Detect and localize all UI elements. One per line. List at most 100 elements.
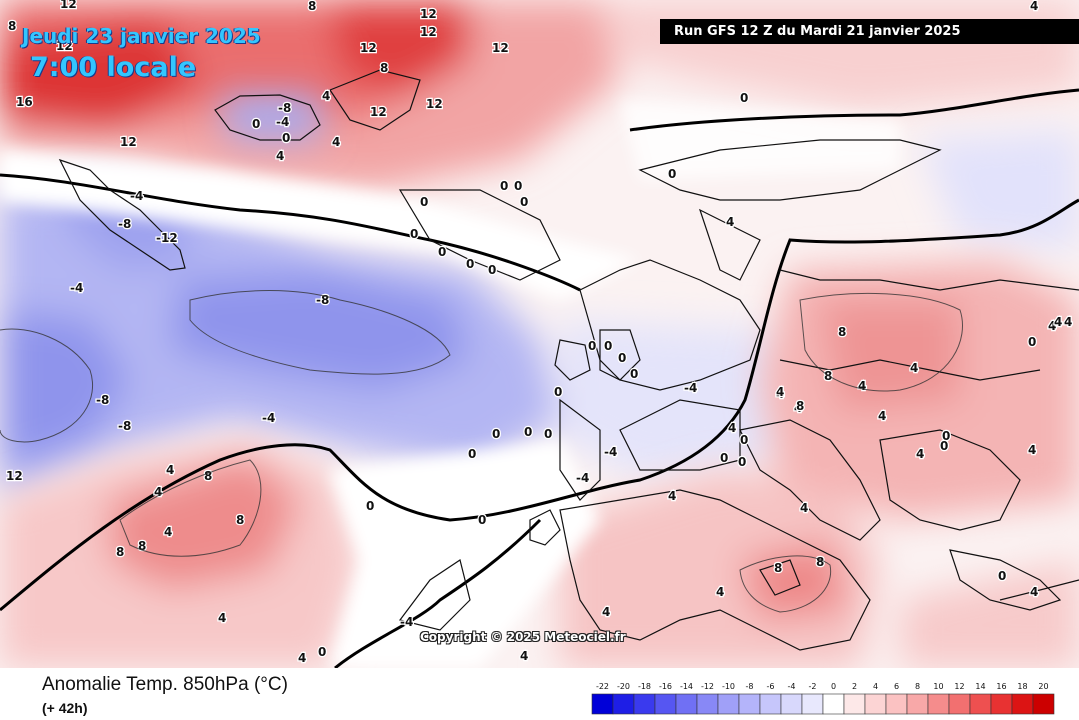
contour-value-label: 0: [668, 167, 676, 181]
legend-tick-label: 0: [831, 682, 836, 691]
contour-value-label: 4: [1030, 0, 1038, 13]
contour-value-label: 4: [298, 651, 306, 665]
contour-value-label: 12: [420, 7, 437, 21]
contour-value-label: 8: [308, 0, 316, 13]
contour-value-label: 0: [588, 339, 596, 353]
contour-value-label: 12: [120, 135, 137, 149]
legend-tick-label: -16: [659, 682, 672, 691]
contour-value-label: 4: [728, 421, 736, 435]
legend-tick-label: 4: [873, 682, 878, 691]
contour-value-label: 8: [116, 545, 124, 559]
contour-value-label: 0: [366, 499, 374, 513]
contour-value-label: 4: [1048, 319, 1056, 333]
legend-color-swatch: [612, 693, 635, 715]
contour-value-label: 0: [492, 427, 500, 441]
legend-tick-label: 6: [894, 682, 899, 691]
legend-tick-label: -4: [788, 682, 796, 691]
contour-value-label: 16: [16, 95, 33, 109]
legend-color-swatch: [591, 693, 614, 715]
copyright-notice: Copyright © 2025 Meteociel.fr: [420, 630, 626, 644]
contour-value-label: 4: [716, 585, 724, 599]
contour-value-label: 0: [468, 447, 476, 461]
color-scale-legend: -22 -20 -18 -16 -14 -12 -10 -8 -6 -4 -2 0 2 4 6 8 10 12 14…: [591, 682, 1055, 715]
contour-value-label: 4: [602, 605, 610, 619]
contour-value-label: 4: [858, 379, 866, 393]
legend-color-swatch: [1011, 693, 1034, 715]
legend-tick-label: -18: [638, 682, 651, 691]
contour-value-label: 0: [282, 131, 290, 145]
contour-value-label: -8: [96, 393, 109, 407]
contour-value-label: 0: [618, 351, 626, 365]
contour-value-label: 4: [1054, 315, 1062, 329]
legend-color-swatch: [633, 693, 656, 715]
contour-value-label: 0: [544, 427, 552, 441]
legend-tick-label: 14: [975, 682, 985, 691]
forecast-offset: (+ 42h): [42, 700, 88, 716]
legend-color-swatch: [885, 693, 908, 715]
contour-value-label: 4: [154, 485, 162, 499]
legend-color-swatch: [969, 693, 992, 715]
contour-value-label: 4: [276, 149, 284, 163]
contour-value-label: 4: [800, 501, 808, 515]
legend-tick-label: 10: [933, 682, 943, 691]
contour-value-label: -4: [576, 471, 589, 485]
legend-color-swatch: [738, 693, 761, 715]
legend-tick-label: 20: [1038, 682, 1048, 691]
contour-value-label: -8: [118, 217, 131, 231]
contour-value-label: 0: [942, 429, 950, 443]
contour-value-label: 4: [166, 463, 174, 477]
legend-tick-label: -12: [701, 682, 714, 691]
legend-color-swatch: [759, 693, 782, 715]
contour-value-label: 12: [420, 25, 437, 39]
contour-value-label: 4: [520, 649, 528, 663]
legend-color-swatch: [864, 693, 887, 715]
legend-tick-label: -22: [596, 682, 609, 691]
contour-value-label: 0: [438, 245, 446, 259]
contour-value-label: 0: [500, 179, 508, 193]
coastlines: [58, 69, 1079, 651]
contour-value-label: 4: [1028, 443, 1036, 457]
legend-color-swatch: [822, 693, 845, 715]
contour-value-label: 4: [322, 89, 330, 103]
contour-value-label: 12: [370, 105, 387, 119]
contour-value-label: 0: [630, 367, 638, 381]
valid-date: Jeudi 23 janvier 2025: [22, 24, 261, 48]
contour-value-label: 12: [492, 41, 509, 55]
contour-value-label: 0: [466, 257, 474, 271]
contour-value-label: -12: [156, 231, 178, 245]
valid-time: 7:00 locale: [30, 52, 197, 83]
legend-color-swatch: [654, 693, 677, 715]
legend-color-swatch: [927, 693, 950, 715]
contour-value-label: 0: [420, 195, 428, 209]
contour-value-label: 0: [740, 91, 748, 105]
contour-value-label: -4: [400, 615, 413, 629]
legend-color-swatch: [801, 693, 824, 715]
legend-tick-label: -14: [680, 682, 693, 691]
zero-contour: [0, 88, 1079, 668]
contour-value-label: 12: [56, 39, 73, 53]
anomaly-field-cold-atlantic: [0, 95, 1079, 500]
contour-value-label: 8: [380, 61, 388, 75]
legend-tick-label: 16: [996, 682, 1006, 691]
contour-value-label: 0: [520, 195, 528, 209]
contour-value-label: 0: [738, 455, 746, 469]
anomaly-field-warm-south: [0, 260, 1079, 668]
contour-value-label: 8: [774, 561, 782, 575]
contour-value-label: 0: [1028, 335, 1036, 349]
legend-color-swatch: [675, 693, 698, 715]
contour-value-label: 4: [332, 135, 340, 149]
legend-color-swatch: [780, 693, 803, 715]
contour-value-label: 0: [252, 117, 260, 131]
contour-value-label: 12: [426, 97, 443, 111]
contour-value-label: 8: [838, 325, 846, 339]
contour-value-label: -4: [130, 189, 143, 203]
contour-value-label: 4: [878, 409, 886, 423]
contour-value-label: 4: [668, 489, 676, 503]
legend-color-swatch: [843, 693, 866, 715]
contour-value-label: 12: [6, 469, 23, 483]
legend-tick-label: -6: [767, 682, 775, 691]
contour-value-label: -4: [276, 115, 289, 129]
contour-value-label: -8: [118, 419, 131, 433]
legend-tick-label: 8: [915, 682, 920, 691]
